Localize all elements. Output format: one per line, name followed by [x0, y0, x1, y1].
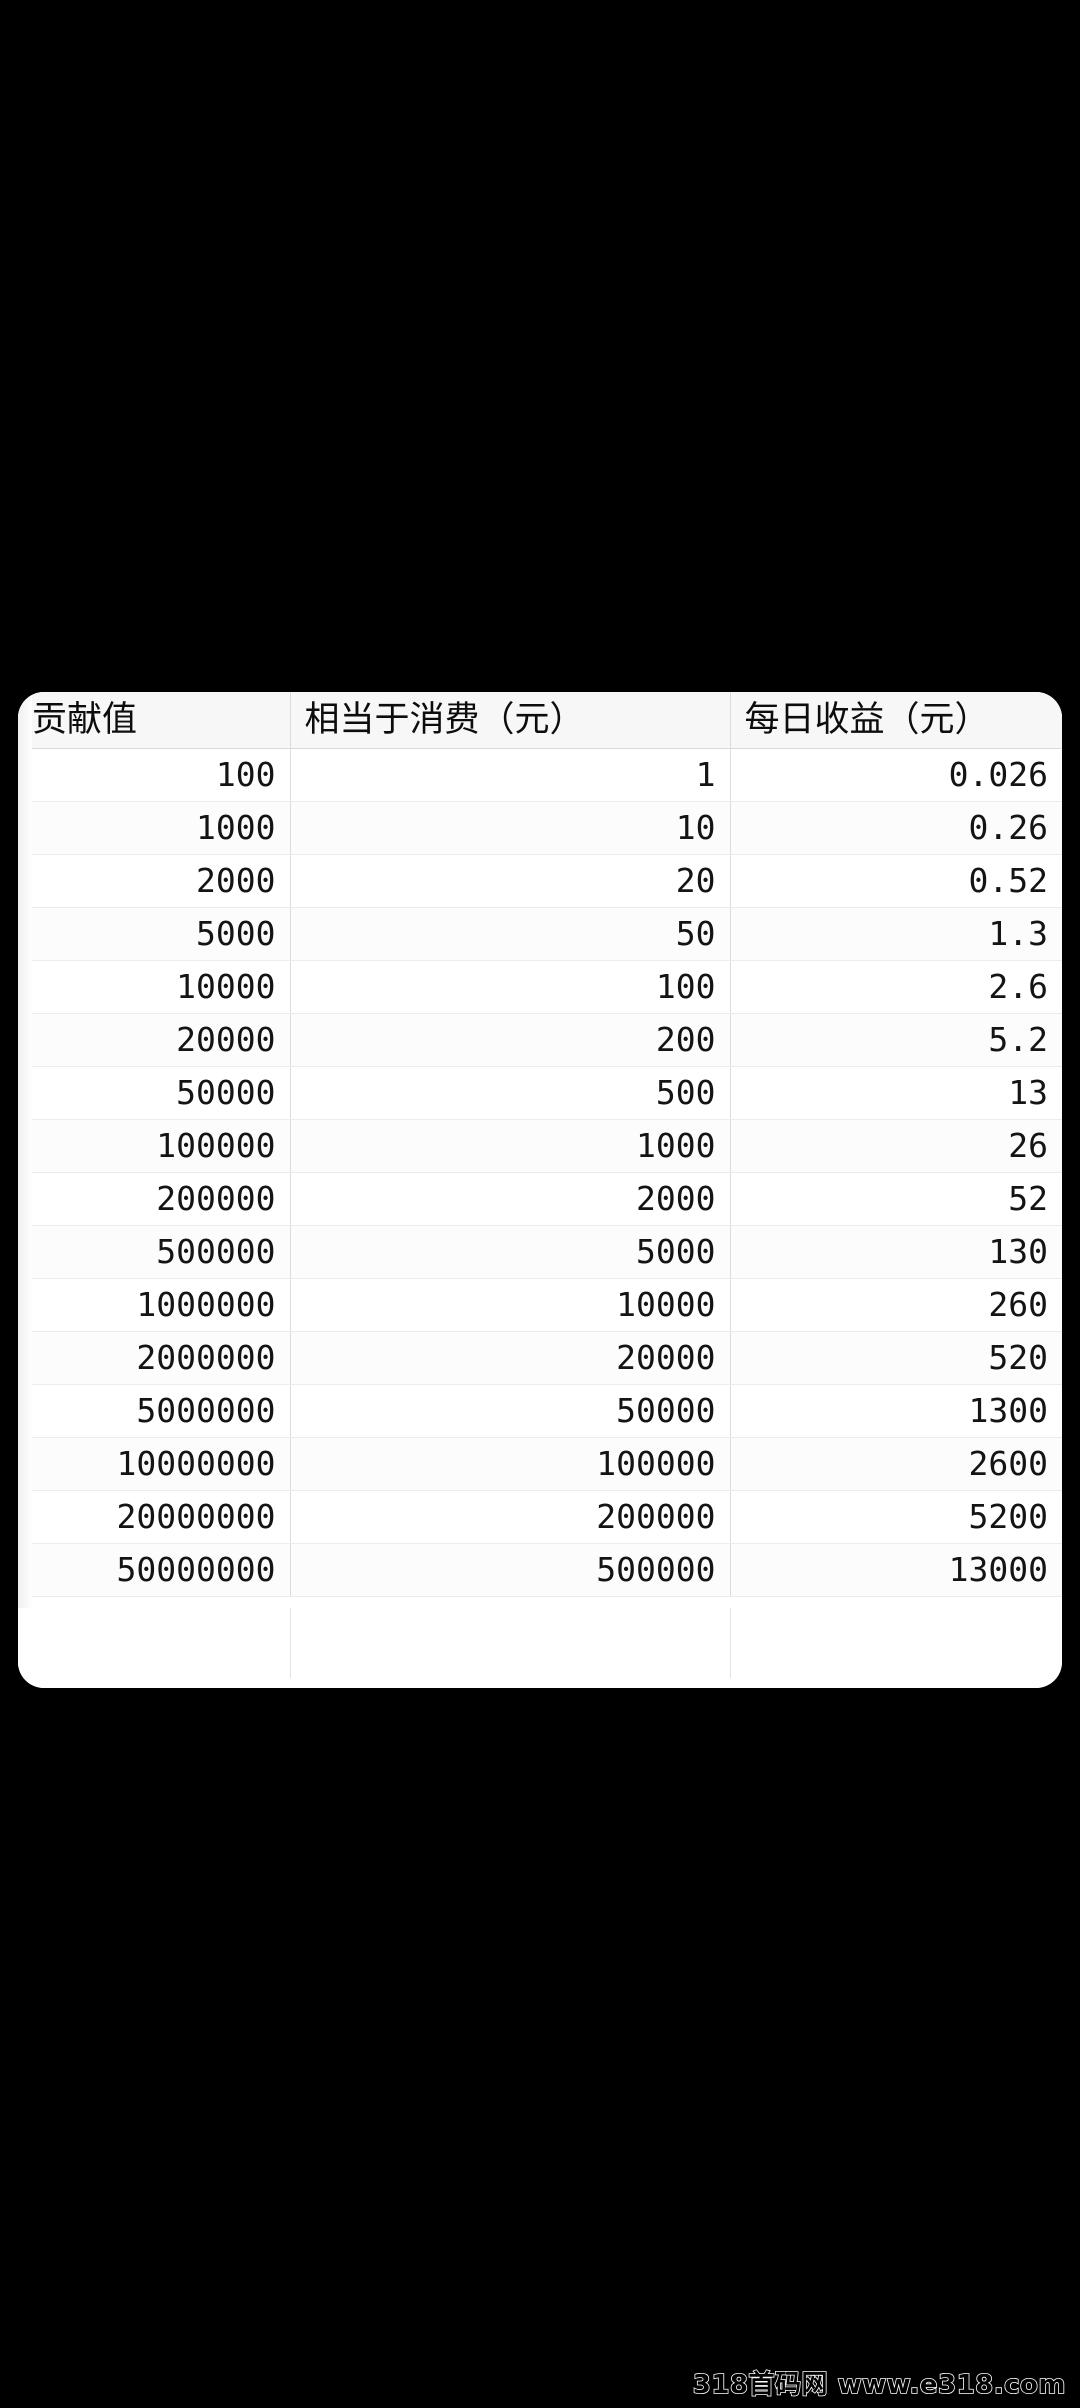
table-row: 100 1 0.026 — [18, 748, 1062, 802]
table-row: 20000000 200000 5200 — [18, 1490, 1062, 1544]
cell-daily_income: 2600 — [730, 1437, 1062, 1491]
table-row: 200000 2000 52 — [18, 1172, 1062, 1226]
cell-equivalent_spend: 100 — [290, 960, 731, 1014]
table-body: 100 1 0.026 1000 10 0.26 2000 20 0.52 5000 50 1.3 10… — [18, 748, 1062, 1597]
cell-contribution: 1000000 — [18, 1278, 291, 1332]
cell-contribution: 2000 — [18, 854, 291, 908]
table-row: 50000000 500000 13000 — [18, 1543, 1062, 1597]
cell-contribution: 200000 — [18, 1172, 291, 1226]
cell-equivalent_spend: 200000 — [290, 1490, 731, 1544]
column-header-contribution: 贡献值 — [18, 692, 291, 749]
table-row: 10000000 100000 2600 — [18, 1437, 1062, 1491]
cell-equivalent_spend: 20000 — [290, 1331, 731, 1385]
table-row: 5000 50 1.3 — [18, 907, 1062, 961]
cell-contribution: 50000000 — [18, 1543, 291, 1597]
table-row: 2000 20 0.52 — [18, 854, 1062, 908]
cell-equivalent_spend: 2000 — [290, 1172, 731, 1226]
cell-equivalent_spend: 1000 — [290, 1119, 731, 1173]
column-header-equivalent-spend: 相当于消费（元） — [290, 692, 731, 749]
cell-daily_income: 260 — [730, 1278, 1062, 1332]
cell-contribution: 100 — [18, 748, 291, 802]
column-divider-1 — [290, 1608, 291, 1678]
cell-contribution: 10000 — [18, 960, 291, 1014]
table-row: 1000 10 0.26 — [18, 801, 1062, 855]
table-row: 10000 100 2.6 — [18, 960, 1062, 1014]
cell-contribution: 5000000 — [18, 1384, 291, 1438]
cell-daily_income: 130 — [730, 1225, 1062, 1279]
cell-daily_income: 13 — [730, 1066, 1062, 1120]
cell-equivalent_spend: 1 — [290, 748, 731, 802]
site-watermark: 318首码网 www.e318.com — [692, 2369, 1066, 2401]
cell-daily_income: 52 — [730, 1172, 1062, 1226]
cell-contribution: 100000 — [18, 1119, 291, 1173]
column-divider-2 — [730, 1608, 731, 1678]
cell-equivalent_spend: 5000 — [290, 1225, 731, 1279]
table-row: 2000000 20000 520 — [18, 1331, 1062, 1385]
cell-equivalent_spend: 20 — [290, 854, 731, 908]
contribution-rewards-table-card: 贡献值 相当于消费（元） 每日收益（元） 100 1 0.026 1000 10 0.26… — [18, 692, 1062, 1688]
cell-contribution: 20000 — [18, 1013, 291, 1067]
cell-daily_income: 520 — [730, 1331, 1062, 1385]
cell-contribution: 20000000 — [18, 1490, 291, 1544]
table-header: 贡献值 相当于消费（元） 每日收益（元） — [18, 692, 1062, 749]
cell-daily_income: 5200 — [730, 1490, 1062, 1544]
cell-daily_income: 26 — [730, 1119, 1062, 1173]
cell-daily_income: 1300 — [730, 1384, 1062, 1438]
cell-equivalent_spend: 100000 — [290, 1437, 731, 1491]
cell-daily_income: 0.026 — [730, 748, 1062, 802]
cell-contribution: 1000 — [18, 801, 291, 855]
contribution-rewards-table: 贡献值 相当于消费（元） 每日收益（元） 100 1 0.026 1000 10 0.26… — [18, 692, 1062, 1597]
cell-contribution: 2000000 — [18, 1331, 291, 1385]
cell-daily_income: 1.3 — [730, 907, 1062, 961]
cell-contribution: 50000 — [18, 1066, 291, 1120]
cell-equivalent_spend: 500000 — [290, 1543, 731, 1597]
cell-daily_income: 5.2 — [730, 1013, 1062, 1067]
table-row: 500000 5000 130 — [18, 1225, 1062, 1279]
column-header-daily-income: 每日收益（元） — [730, 692, 1062, 749]
cell-contribution: 5000 — [18, 907, 291, 961]
table-row: 20000 200 5.2 — [18, 1013, 1062, 1067]
table-row: 5000000 50000 1300 — [18, 1384, 1062, 1438]
cell-contribution: 500000 — [18, 1225, 291, 1279]
cell-daily_income: 2.6 — [730, 960, 1062, 1014]
table-row: 100000 1000 26 — [18, 1119, 1062, 1173]
cell-daily_income: 0.52 — [730, 854, 1062, 908]
table-row: 1000000 10000 260 — [18, 1278, 1062, 1332]
cell-daily_income: 0.26 — [730, 801, 1062, 855]
cell-daily_income: 13000 — [730, 1543, 1062, 1597]
table-blank-strip — [18, 1608, 1062, 1688]
cell-equivalent_spend: 50 — [290, 907, 731, 961]
cell-equivalent_spend: 500 — [290, 1066, 731, 1120]
table-row: 50000 500 13 — [18, 1066, 1062, 1120]
cell-contribution: 10000000 — [18, 1437, 291, 1491]
table-header-row: 贡献值 相当于消费（元） 每日收益（元） — [18, 692, 1062, 749]
cell-equivalent_spend: 10000 — [290, 1278, 731, 1332]
cell-equivalent_spend: 10 — [290, 801, 731, 855]
cell-equivalent_spend: 50000 — [290, 1384, 731, 1438]
cell-equivalent_spend: 200 — [290, 1013, 731, 1067]
